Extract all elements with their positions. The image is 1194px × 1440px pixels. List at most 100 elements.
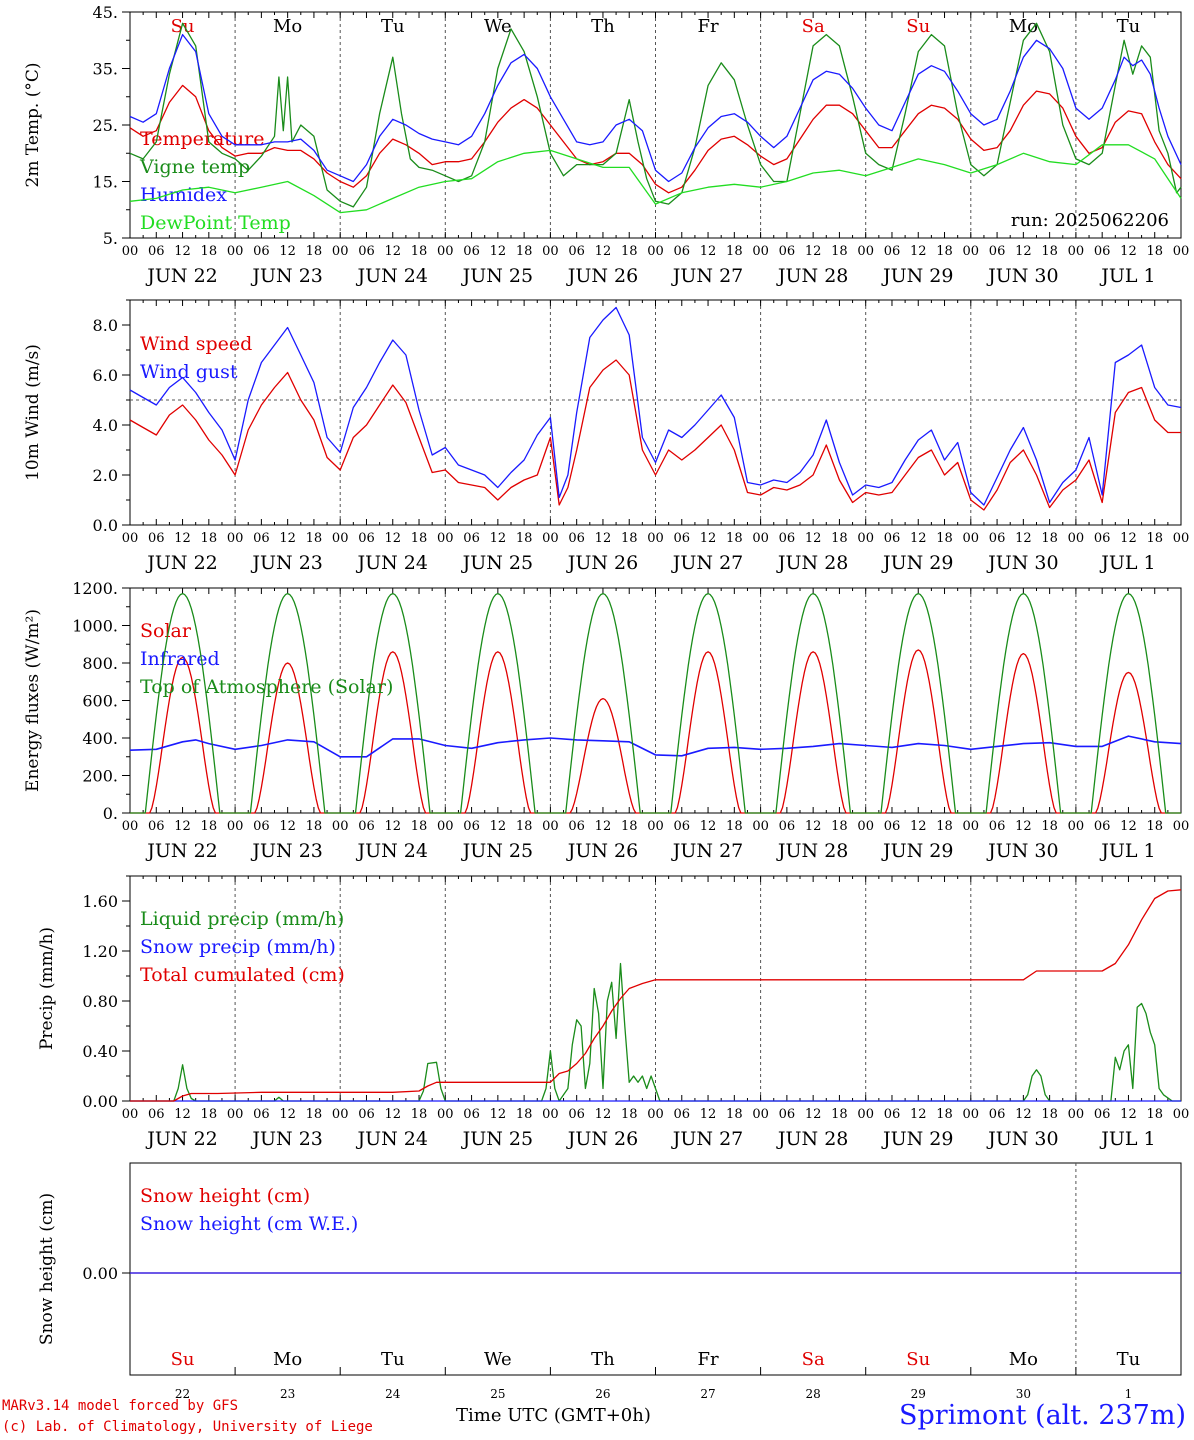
hour-label: 18 — [936, 244, 953, 259]
day-number-label: 1 — [1125, 1387, 1133, 1401]
hour-label: 00 — [1173, 819, 1190, 834]
panel-5: 0.00 Snow height (cm) Su Mo Tu We Th Fr Sa Su Mo Tu… — [37, 1162, 1182, 1401]
panel-3: 0. 200. 400. 600. 800. 1000. 1200. Energy fluxe… — [23, 579, 1189, 862]
legend-entry: Total cumulated (cm) — [140, 964, 345, 986]
date-label: JUN 22 — [145, 552, 217, 574]
legend-entry: Snow height (cm) — [140, 1185, 310, 1207]
hour-label: 06 — [568, 1107, 585, 1122]
y-tick-label: 6.0 — [93, 366, 118, 385]
date-label: JUN 25 — [461, 1128, 533, 1150]
hour-label: 12 — [1120, 244, 1137, 259]
hour-label: 00 — [437, 531, 454, 546]
hour-label: 00 — [963, 244, 980, 259]
hour-label: 00 — [542, 531, 559, 546]
y-tick-label: 1000. — [72, 617, 118, 636]
date-label: JUL 1 — [1099, 1128, 1155, 1150]
hour-label: 18 — [201, 244, 218, 259]
hour-label: 06 — [989, 819, 1006, 834]
legend-entry: Snow height (cm W.E.) — [140, 1213, 358, 1235]
series-line — [129, 22, 1182, 208]
date-label: JUN 29 — [881, 840, 953, 862]
hour-label: 06 — [1094, 819, 1111, 834]
hour-label: 00 — [1068, 531, 1085, 546]
hour-label: 06 — [989, 244, 1006, 259]
series-line — [130, 962, 1181, 1102]
y-axis-title: Energy fluxes (W/m²) — [23, 609, 43, 792]
y-tick-label: 15. — [93, 173, 118, 192]
hour-label: 06 — [674, 1107, 691, 1122]
date-label: JUN 23 — [250, 552, 322, 574]
day-number-label: 29 — [911, 1387, 926, 1401]
date-label: JUN 24 — [356, 840, 428, 862]
weekday-label: We — [484, 1349, 512, 1370]
hour-label: 18 — [516, 244, 533, 259]
legend-entry: DewPoint Temp — [140, 212, 291, 234]
day-number-label: 25 — [490, 1387, 505, 1401]
day-number-label: 28 — [806, 1387, 821, 1401]
weekday-label: Su — [906, 1349, 930, 1370]
hour-label: 18 — [726, 819, 743, 834]
day-number-label: 30 — [1016, 1387, 1031, 1401]
hour-label: 18 — [411, 531, 428, 546]
weekday-label: Mo — [273, 16, 302, 37]
date-label: JUN 30 — [986, 265, 1058, 287]
hour-label: 06 — [358, 1107, 375, 1122]
hour-label: 12 — [174, 1107, 191, 1122]
lab-credit: (c) Lab. of Climatology, University of L… — [2, 1419, 373, 1435]
hour-label: 06 — [568, 819, 585, 834]
hour-label: 12 — [490, 244, 507, 259]
hour-label: 00 — [437, 244, 454, 259]
hour-label: 00 — [752, 819, 769, 834]
date-label: JUN 22 — [145, 840, 217, 862]
date-label: JUN 30 — [986, 1128, 1058, 1150]
y-tick-label: 1.20 — [82, 942, 118, 961]
hour-label: 06 — [148, 531, 165, 546]
y-axis-title: Precip (mm/h) — [37, 927, 57, 1050]
hour-label: 12 — [490, 531, 507, 546]
hour-label: 18 — [621, 531, 638, 546]
legend-entry: Solar — [140, 620, 192, 642]
y-tick-label: 2.0 — [93, 466, 118, 485]
hour-label: 12 — [384, 244, 401, 259]
hour-label: 18 — [1041, 244, 1058, 259]
hour-label: 00 — [1068, 1107, 1085, 1122]
hour-label: 12 — [595, 244, 612, 259]
y-tick-label: 0.00 — [82, 1092, 118, 1111]
y-tick-label: 1200. — [72, 579, 118, 598]
hour-label: 18 — [831, 819, 848, 834]
panel-4: 0.00 0.40 0.80 1.20 1.60 Precip (mm/h) 00 06 12 1… — [37, 875, 1189, 1150]
hour-label: 06 — [568, 244, 585, 259]
y-axis-title: 10m Wind (m/s) — [23, 344, 43, 481]
hour-label: 18 — [201, 819, 218, 834]
hour-label: 00 — [752, 244, 769, 259]
date-label: JUN 23 — [250, 840, 322, 862]
hour-label: 18 — [936, 1107, 953, 1122]
panel-2: 0.0 2.0 4.0 6.0 8.0 10m Wind (m/s) 00 06 12 18 00 0… — [23, 299, 1189, 574]
hour-label: 12 — [700, 244, 717, 259]
hour-label: 00 — [963, 531, 980, 546]
hour-label: 00 — [647, 244, 664, 259]
hour-label: 12 — [490, 1107, 507, 1122]
series-line — [130, 889, 1182, 1102]
date-label: JUN 26 — [566, 840, 638, 862]
hour-label: 12 — [384, 819, 401, 834]
hour-label: 18 — [516, 1107, 533, 1122]
y-tick-label: 600. — [82, 692, 118, 711]
hour-label: 00 — [857, 1107, 874, 1122]
date-label: JUN 28 — [776, 265, 848, 287]
x-axis-title: Time UTC (GMT+0h) — [456, 1405, 651, 1426]
hour-label: 18 — [936, 531, 953, 546]
hour-label: 06 — [884, 244, 901, 259]
y-tick-label: 25. — [93, 116, 118, 135]
date-label: JUN 23 — [250, 265, 322, 287]
hour-label: 06 — [253, 531, 270, 546]
hour-label: 18 — [1041, 1107, 1058, 1122]
date-label: JUN 28 — [776, 552, 848, 574]
date-label: JUN 24 — [356, 265, 428, 287]
date-label: JUN 29 — [881, 1128, 953, 1150]
hour-label: 00 — [542, 244, 559, 259]
hour-label: 12 — [595, 1107, 612, 1122]
hour-label: 00 — [227, 244, 244, 259]
hour-label: 12 — [1120, 1107, 1137, 1122]
hour-label: 18 — [1146, 819, 1163, 834]
